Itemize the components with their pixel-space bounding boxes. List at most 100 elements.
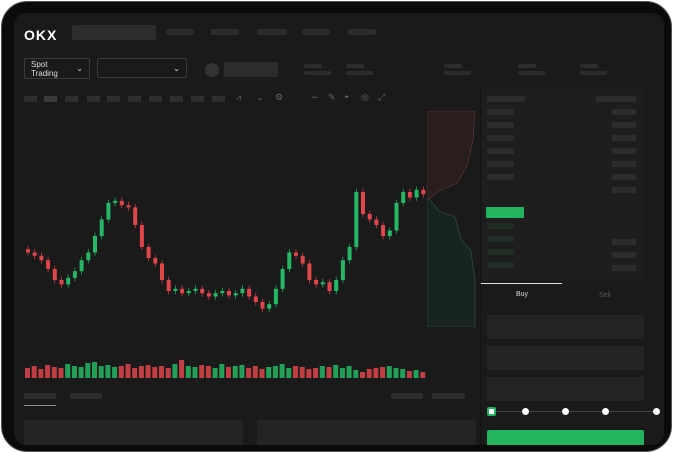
volume-bar	[118, 366, 124, 378]
camera-icon[interactable]: ◓	[344, 92, 350, 102]
candle-body	[381, 225, 386, 236]
timeframe-button[interactable]	[24, 96, 37, 102]
bid-price	[487, 249, 514, 255]
pencil-icon[interactable]: ✎	[328, 92, 336, 102]
candle-body	[354, 192, 359, 247]
volume-bar	[78, 367, 84, 378]
volume-bar	[299, 367, 305, 378]
stat-value	[444, 71, 471, 75]
timeframe-button[interactable]	[44, 96, 57, 102]
order-book	[482, 89, 643, 281]
candlestick-chart[interactable]	[14, 113, 484, 393]
timeframe-button[interactable]	[107, 96, 120, 102]
ask-price	[487, 122, 514, 128]
timeframe-button[interactable]	[128, 96, 141, 102]
orders-panel	[257, 420, 476, 445]
timeframe-button[interactable]	[170, 96, 183, 102]
buy-button[interactable]	[487, 430, 644, 445]
timeframe-button[interactable]	[87, 96, 100, 102]
slider-step-25[interactable]	[522, 408, 529, 415]
amount-input[interactable]	[487, 346, 644, 370]
ask-price	[487, 135, 514, 141]
ask-size	[612, 161, 636, 167]
stat-label	[580, 64, 598, 68]
nav-item[interactable]	[302, 29, 330, 35]
timeframe-button[interactable]	[212, 96, 225, 102]
volume-bar	[306, 369, 312, 378]
ask-price	[487, 161, 514, 167]
volume-bar	[386, 366, 392, 378]
volume-bar	[333, 365, 339, 378]
filter-button[interactable]	[391, 393, 423, 399]
filter-button[interactable]	[432, 393, 465, 399]
tab-history[interactable]	[70, 393, 102, 399]
volume-bar	[219, 364, 225, 378]
tab-open-orders[interactable]	[24, 393, 56, 399]
volume-bar	[25, 368, 30, 378]
candle-body	[66, 277, 71, 285]
volume-bar	[353, 370, 359, 378]
candle-body	[327, 282, 332, 291]
candle-body	[213, 293, 218, 297]
bid-price	[487, 262, 514, 268]
line-tool-icon[interactable]: ∼	[311, 92, 319, 102]
candle-body	[340, 260, 345, 280]
bid-price	[487, 223, 514, 229]
timeframe-button[interactable]	[65, 96, 78, 102]
candle-body	[361, 192, 365, 214]
volume-bar	[192, 367, 198, 378]
candle-body	[113, 200, 118, 203]
search-bar[interactable]	[72, 25, 156, 40]
volume-bar	[45, 365, 51, 378]
indicator-icon[interactable]: ⩘	[236, 92, 242, 102]
price-input[interactable]	[487, 315, 644, 339]
amount-slider[interactable]	[490, 411, 658, 412]
volume-bar	[360, 372, 365, 378]
pair-dropdown[interactable]: ⌄	[97, 58, 187, 78]
nav-item[interactable]	[257, 29, 287, 35]
volume-bar	[212, 368, 218, 378]
candle-body	[133, 207, 138, 225]
trading-screen: OKX Spot Trading⌄ ⌄ ⩘ ⌄ ⚙ ∼ ✎ ◓ ◎ ⤢ ▤ ▤ …	[14, 13, 664, 445]
candle-body	[260, 302, 265, 309]
volume-bar	[373, 368, 379, 378]
buy-tab[interactable]: Buy	[516, 291, 529, 298]
bid-size	[612, 265, 636, 271]
settings-icon[interactable]: ⚙	[275, 92, 284, 102]
target-icon[interactable]: ◎	[361, 92, 369, 102]
stat-label	[346, 64, 364, 68]
nav-item[interactable]	[166, 29, 194, 35]
total-input[interactable]	[487, 377, 644, 401]
timeframe-button[interactable]	[191, 96, 204, 102]
slider-step-75[interactable]	[602, 408, 609, 415]
slider-handle[interactable]	[487, 407, 496, 416]
candle-body	[39, 255, 44, 261]
sell-tab[interactable]: Sell	[599, 292, 611, 299]
ask-size	[612, 187, 636, 193]
tab-underline	[24, 405, 56, 406]
nav-item[interactable]	[348, 29, 376, 35]
volume-bar	[420, 372, 426, 378]
nav-item[interactable]	[211, 29, 239, 35]
chart-type-icon[interactable]: ⌄	[256, 92, 264, 102]
volume-bar	[319, 366, 325, 378]
volume-bar	[406, 371, 412, 378]
mode-label: Spot Trading	[31, 59, 58, 78]
okx-logo: OKX	[24, 27, 58, 43]
candle-body	[421, 189, 426, 195]
candle-body	[401, 192, 406, 203]
price-display	[224, 62, 278, 77]
candle-body	[139, 225, 144, 247]
slider-step-100[interactable]	[653, 408, 660, 415]
candle-body	[374, 219, 379, 225]
mid-price	[486, 207, 524, 218]
volume-bar	[205, 366, 211, 378]
orderbook-header	[487, 96, 525, 102]
volume-bar	[279, 364, 285, 378]
candle-body	[267, 304, 272, 309]
timeframe-button[interactable]	[149, 96, 162, 102]
candle-body	[52, 269, 57, 280]
slider-step-50[interactable]	[562, 408, 569, 415]
fullscreen-icon[interactable]: ⤢	[378, 92, 386, 102]
spot-trading-dropdown[interactable]: Spot Trading ⌄	[24, 58, 90, 79]
